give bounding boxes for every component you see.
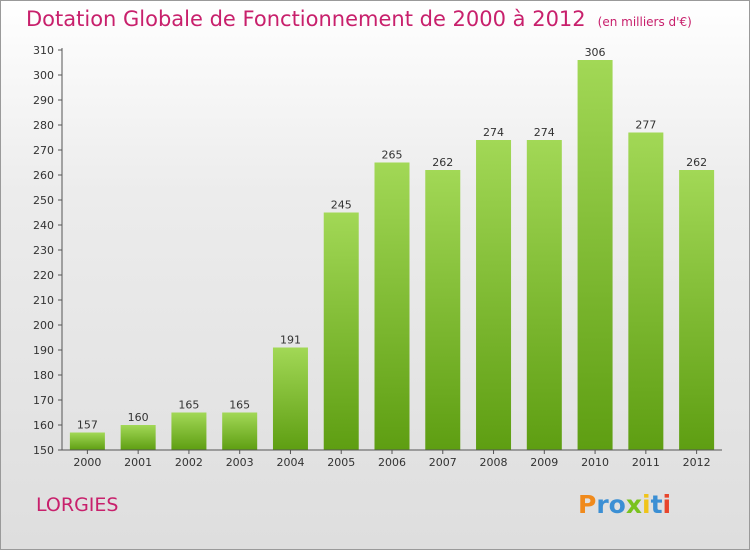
y-tick-label: 150 xyxy=(33,444,54,457)
x-tick-label: 2010 xyxy=(581,456,609,469)
x-tick-label: 2006 xyxy=(378,456,406,469)
bar-value-label: 306 xyxy=(585,46,606,59)
y-axis: 150 160 170 180 190 200 210 220 230 240 250 260 270 2… xyxy=(33,44,63,457)
bar-value-label: 157 xyxy=(77,419,98,432)
logo-letter: t xyxy=(650,490,663,519)
bar-value-label: 262 xyxy=(432,156,453,169)
x-tick-label: 2009 xyxy=(530,456,558,469)
bar xyxy=(374,162,410,450)
y-tick-label: 180 xyxy=(33,369,54,382)
y-tick-label: 280 xyxy=(33,119,54,132)
chart-title: Dotation Globale de Fonctionnement de 20… xyxy=(26,7,692,31)
x-tick-label: 2000 xyxy=(73,456,101,469)
bar-value-label: 262 xyxy=(686,156,707,169)
x-tick-label: 2004 xyxy=(276,456,304,469)
title-text: Dotation Globale de Fonctionnement de 20… xyxy=(26,7,586,31)
bar-value-label: 265 xyxy=(382,149,403,162)
bar xyxy=(628,132,664,450)
bar xyxy=(222,412,258,450)
bar xyxy=(577,60,613,450)
x-tick-label: 2003 xyxy=(226,456,254,469)
bars-group: 157 160 165 165 191 245 265 262 274 274 306 277 262 xyxy=(69,46,715,450)
x-tick-label: 2011 xyxy=(632,456,660,469)
logo-letter: i xyxy=(642,490,651,519)
y-tick-label: 160 xyxy=(33,419,54,432)
bar-value-label: 274 xyxy=(483,126,504,139)
x-tick-label: 2012 xyxy=(683,456,711,469)
bar xyxy=(323,212,359,450)
bar-value-label: 191 xyxy=(280,334,301,347)
unit-text: (en milliers d'€) xyxy=(597,15,692,29)
bar xyxy=(171,412,207,450)
bar xyxy=(679,170,715,450)
y-tick-label: 210 xyxy=(33,294,54,307)
bar xyxy=(69,432,105,450)
y-tick-label: 300 xyxy=(33,69,54,82)
x-tick-label: 2008 xyxy=(480,456,508,469)
commune-name: LORGIES xyxy=(36,494,119,516)
logo-letter: x xyxy=(625,490,642,519)
x-tick-label: 2002 xyxy=(175,456,203,469)
y-tick-label: 310 xyxy=(33,44,54,57)
y-tick-label: 200 xyxy=(33,319,54,332)
bar xyxy=(120,425,156,450)
proxiti-logo: Proxiti xyxy=(578,490,671,519)
y-tick-label: 220 xyxy=(33,269,54,282)
bar xyxy=(425,170,461,450)
y-tick-label: 250 xyxy=(33,194,54,207)
bar xyxy=(476,140,512,450)
y-tick-label: 240 xyxy=(33,219,54,232)
y-tick-label: 260 xyxy=(33,169,54,182)
bar-value-label: 245 xyxy=(331,199,352,212)
logo-letter: o xyxy=(608,490,626,519)
bar xyxy=(272,347,308,450)
bar-value-label: 165 xyxy=(178,399,199,412)
logo-letter: i xyxy=(662,490,672,519)
logo-letter: P xyxy=(578,490,597,519)
y-tick-label: 190 xyxy=(33,344,54,357)
y-tick-label: 230 xyxy=(33,244,54,257)
bar-value-label: 277 xyxy=(635,119,656,132)
y-tick-label: 170 xyxy=(33,394,54,407)
x-tick-label: 2001 xyxy=(124,456,152,469)
logo-letter: r xyxy=(596,490,609,519)
bar-value-label: 274 xyxy=(534,126,555,139)
bar-value-label: 165 xyxy=(229,399,250,412)
x-tick-label: 2005 xyxy=(327,456,355,469)
bar xyxy=(526,140,562,450)
x-tick-label: 2007 xyxy=(429,456,457,469)
y-tick-label: 290 xyxy=(33,94,54,107)
bar-value-label: 160 xyxy=(128,411,149,424)
y-tick-label: 270 xyxy=(33,144,54,157)
x-axis: 2000 2001 2002 2003 2004 2005 2006 2007 2008 2009… xyxy=(62,449,722,469)
